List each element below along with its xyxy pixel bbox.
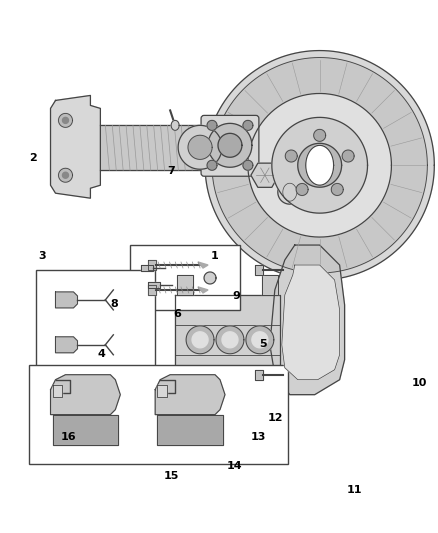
- Polygon shape: [192, 332, 208, 348]
- FancyBboxPatch shape: [28, 365, 288, 464]
- Polygon shape: [63, 172, 68, 178]
- Polygon shape: [207, 160, 217, 170]
- Polygon shape: [198, 287, 208, 293]
- Polygon shape: [243, 120, 253, 131]
- Polygon shape: [298, 143, 342, 187]
- Text: 3: 3: [39, 251, 46, 261]
- Polygon shape: [306, 146, 334, 185]
- Text: 14: 14: [226, 461, 242, 471]
- Polygon shape: [155, 375, 225, 415]
- Polygon shape: [175, 295, 280, 385]
- Text: 10: 10: [412, 378, 427, 389]
- Polygon shape: [100, 125, 200, 170]
- Polygon shape: [212, 58, 427, 273]
- Text: 13: 13: [251, 432, 266, 442]
- Polygon shape: [278, 180, 302, 204]
- Polygon shape: [53, 385, 63, 397]
- Text: 2: 2: [30, 152, 37, 163]
- Text: 7: 7: [167, 166, 175, 176]
- Polygon shape: [141, 265, 153, 271]
- Polygon shape: [207, 120, 217, 131]
- Polygon shape: [208, 123, 252, 167]
- Polygon shape: [148, 285, 156, 295]
- Polygon shape: [216, 326, 244, 354]
- Polygon shape: [262, 275, 278, 295]
- Text: 5: 5: [259, 338, 266, 349]
- Polygon shape: [205, 51, 434, 280]
- Polygon shape: [246, 326, 274, 354]
- Polygon shape: [270, 245, 345, 394]
- Text: 8: 8: [110, 298, 118, 309]
- Polygon shape: [59, 168, 72, 182]
- Polygon shape: [248, 93, 392, 237]
- Polygon shape: [178, 125, 222, 169]
- Polygon shape: [50, 375, 120, 415]
- Polygon shape: [331, 183, 343, 196]
- Text: 12: 12: [268, 413, 283, 423]
- FancyBboxPatch shape: [35, 270, 155, 379]
- Text: 15: 15: [163, 472, 179, 481]
- Text: 6: 6: [173, 309, 181, 319]
- Polygon shape: [204, 272, 216, 284]
- Text: 4: 4: [97, 349, 105, 359]
- Polygon shape: [186, 326, 214, 354]
- Polygon shape: [59, 114, 72, 127]
- Polygon shape: [157, 385, 167, 397]
- Polygon shape: [285, 150, 297, 162]
- FancyBboxPatch shape: [130, 245, 240, 310]
- Polygon shape: [198, 262, 208, 268]
- Polygon shape: [255, 265, 263, 275]
- Polygon shape: [177, 275, 193, 295]
- Polygon shape: [148, 260, 156, 270]
- Text: 9: 9: [233, 290, 240, 301]
- FancyBboxPatch shape: [201, 116, 259, 176]
- Text: 1: 1: [211, 251, 219, 261]
- Polygon shape: [148, 282, 160, 288]
- Polygon shape: [296, 183, 308, 196]
- Polygon shape: [53, 415, 118, 445]
- Polygon shape: [243, 160, 253, 170]
- Polygon shape: [342, 150, 354, 162]
- Polygon shape: [255, 370, 263, 379]
- Polygon shape: [314, 130, 326, 141]
- Polygon shape: [171, 120, 179, 131]
- Polygon shape: [157, 415, 223, 445]
- Polygon shape: [222, 332, 238, 348]
- Polygon shape: [252, 332, 268, 348]
- Polygon shape: [251, 163, 279, 187]
- Polygon shape: [50, 95, 100, 198]
- Polygon shape: [56, 337, 78, 353]
- Polygon shape: [272, 117, 367, 213]
- Polygon shape: [218, 133, 242, 157]
- Polygon shape: [282, 265, 339, 379]
- Text: 11: 11: [346, 485, 362, 495]
- Polygon shape: [188, 135, 212, 159]
- Text: 16: 16: [60, 432, 76, 442]
- Polygon shape: [63, 117, 68, 123]
- Polygon shape: [56, 292, 78, 308]
